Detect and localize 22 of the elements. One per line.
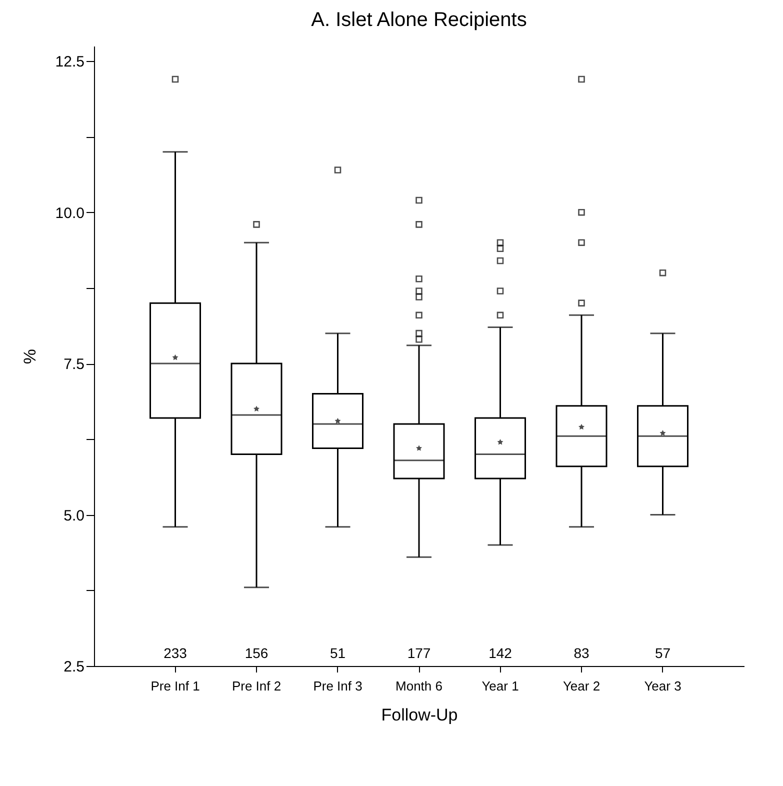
y-axis-title: % [20, 348, 40, 364]
x-tick-label: Year 1 [482, 678, 519, 694]
y-tick-label: 7.5 [64, 356, 84, 374]
y-tick-label: 2.5 [64, 658, 84, 676]
chart-title: A. Islet Alone Recipients [311, 9, 527, 31]
x-axis-title: Follow-Up [381, 706, 458, 724]
annotation: 57 [654, 645, 671, 661]
annotation: 156 [244, 645, 268, 661]
x-tick-label: Year 2 [562, 678, 600, 694]
annotation: 51 [330, 645, 346, 661]
annotation: 177 [407, 645, 431, 661]
y-tick-label: 10.0 [55, 204, 84, 222]
x-tick-label: Year 3 [644, 678, 682, 694]
x-tick-label: Month 6 [396, 678, 442, 694]
x-tick-label: Pre Inf 3 [313, 678, 362, 694]
annotation: 142 [488, 645, 512, 661]
y-tick-label: 12.5 [55, 54, 84, 71]
annotation: 233 [164, 645, 188, 661]
x-tick-label: Pre Inf 1 [150, 678, 200, 694]
annotation: 83 [574, 645, 590, 661]
x-tick-label: Pre Inf 2 [232, 678, 282, 694]
y-tick-label: 5.0 [64, 507, 84, 524]
